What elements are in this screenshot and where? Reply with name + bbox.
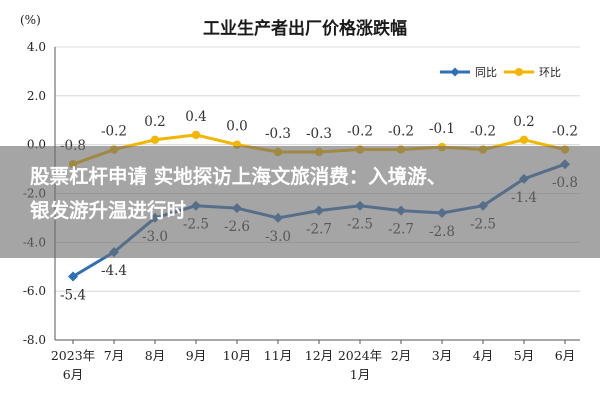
x-tick-label: 2024年 [338, 348, 382, 363]
news-headline-banner[interactable] [0, 146, 600, 258]
x-tick-label: 3月 [432, 348, 452, 363]
data-label: 0.0 [226, 119, 247, 135]
data-label: 0.2 [144, 114, 165, 130]
x-tick-label: 9月 [186, 348, 206, 363]
data-label: -0.2 [101, 124, 127, 140]
x-tick-label: 6月 [555, 348, 575, 363]
x-tick-label: 6月 [63, 367, 83, 382]
x-tick-label: 1月 [350, 367, 370, 382]
x-tick-label: 7月 [104, 348, 124, 363]
x-tick-label: 8月 [145, 348, 165, 363]
chart-title: 工业生产者出厂价格涨跌幅 [203, 18, 407, 39]
data-label: -0.2 [347, 124, 373, 140]
data-label: 0.4 [185, 109, 206, 125]
legend-label: 环比 [539, 66, 561, 79]
x-tick-label: 5月 [514, 348, 534, 363]
data-label: -0.2 [552, 124, 578, 140]
x-tick-label: 12月 [305, 348, 333, 363]
data-point-marker [519, 135, 529, 144]
x-tick-label: 2023年 [51, 348, 95, 363]
y-tick-label: 2.0 [27, 89, 46, 103]
legend-marker [515, 68, 523, 76]
legend: 同比 环比 [440, 66, 561, 79]
data-label: -4.4 [101, 263, 127, 279]
data-label: -5.4 [60, 288, 86, 304]
y-axis-unit-label: (%) [20, 13, 41, 27]
x-tick-label: 10月 [223, 348, 251, 363]
x-tick-label: 2月 [391, 348, 411, 363]
data-point-marker [68, 271, 78, 282]
x-tick-label: 4月 [473, 348, 493, 363]
x-tick-label: 11月 [264, 348, 292, 363]
data-label: -0.3 [306, 126, 332, 142]
legend-label: 同比 [475, 66, 497, 79]
data-label: -0.2 [470, 124, 496, 140]
headline-line-1: 股票杠杆申请 实地探访上海文旅消费：入境游、 [30, 165, 447, 188]
data-label: 0.2 [513, 114, 534, 130]
legend-marker [450, 67, 460, 77]
news-headline[interactable]: 股票杠杆申请 实地探访上海文旅消费：入境游、 银发游升温进行时 [30, 160, 590, 228]
legend-item-yoy: 同比 [440, 66, 497, 79]
y-tick-label: -6.0 [23, 284, 46, 298]
headline-line-2: 银发游升温进行时 [30, 199, 187, 222]
data-label: -0.3 [265, 126, 291, 142]
y-tick-label: 4.0 [27, 40, 46, 54]
data-point-marker [150, 135, 160, 144]
data-label: -0.1 [429, 121, 455, 137]
data-point-marker [191, 130, 201, 140]
legend-item-mom: 环比 [504, 66, 561, 79]
data-label: -0.2 [388, 124, 414, 140]
y-tick-label: -8.0 [23, 333, 46, 347]
x-tick-labels: 2023年 6月 7月 8月 9月 10月 11月 12月 2024年 1月 2月 3月 4月 5月 6月 [51, 348, 575, 382]
